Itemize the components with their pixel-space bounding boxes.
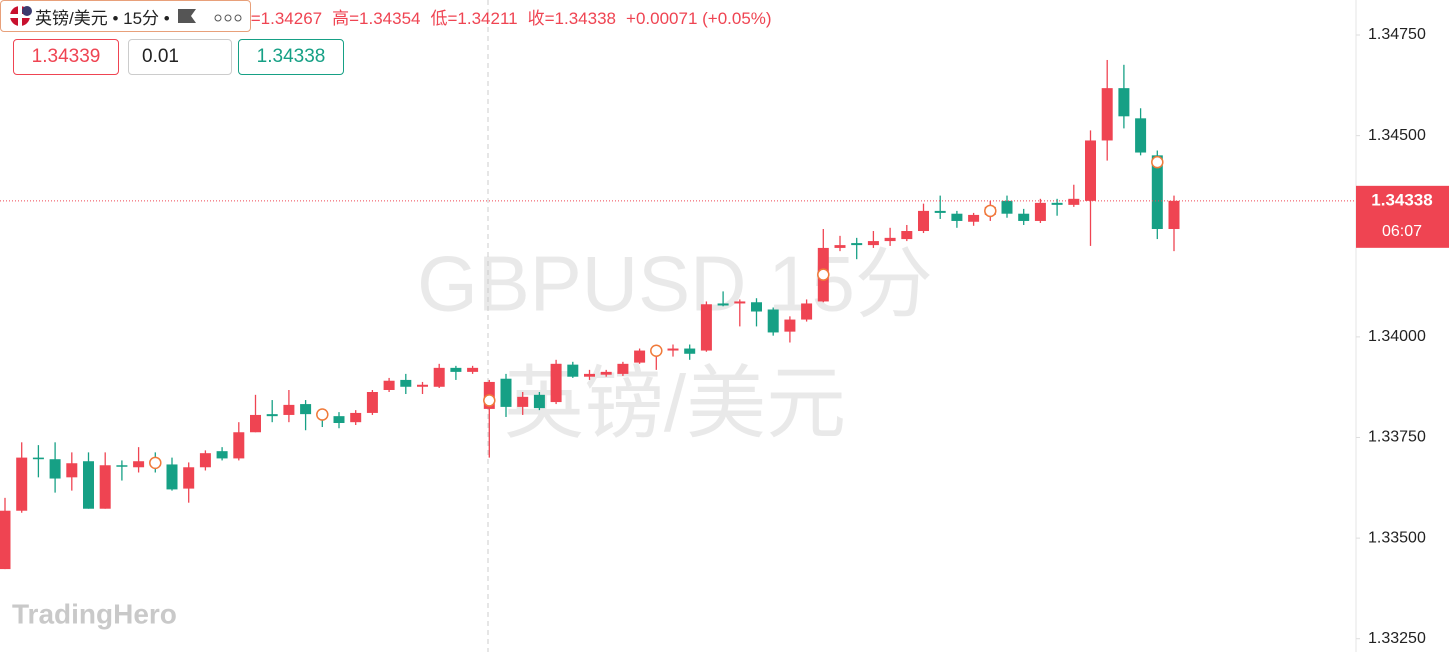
watermark: GBPUSD 15分	[417, 240, 933, 328]
candle-body	[1051, 202, 1063, 205]
candle-body	[784, 319, 796, 332]
candle-body	[400, 379, 412, 387]
candle-body	[1135, 118, 1147, 153]
candle-body	[1101, 88, 1113, 141]
candle-body	[533, 394, 545, 409]
y-tick-label: 1.34750	[1368, 26, 1426, 43]
countdown: 06:07	[1382, 223, 1422, 240]
event-marker	[149, 456, 162, 470]
candle-body	[901, 231, 913, 240]
candle-body	[116, 465, 128, 467]
candle-body	[199, 453, 211, 468]
candle-body	[1168, 200, 1180, 230]
candle-body	[517, 396, 529, 407]
candle-body	[266, 414, 278, 417]
y-tick-label: 1.34000	[1368, 328, 1426, 345]
y-tick-label: 1.33250	[1368, 630, 1426, 647]
candle-body	[634, 350, 646, 363]
candle-body	[66, 463, 78, 478]
price-tag-label: 1.34338	[1371, 190, 1432, 209]
candle-body	[16, 457, 28, 511]
event-marker	[817, 268, 830, 281]
candle-body	[584, 373, 595, 377]
sell-button[interactable]: 1.34339	[13, 39, 119, 75]
candle-body	[300, 404, 312, 415]
flag-icon	[10, 6, 32, 26]
candle-body	[867, 241, 879, 246]
candle-body	[600, 371, 612, 375]
candle-body	[968, 214, 980, 222]
candle-body	[83, 461, 94, 509]
candle-body	[751, 302, 762, 312]
y-tick-label: 1.33750	[1368, 429, 1426, 446]
candle-body	[283, 404, 295, 415]
candle-body	[333, 416, 345, 423]
candle-body	[767, 309, 779, 333]
y-tick-label: 1.34500	[1368, 127, 1426, 144]
event-marker	[316, 408, 329, 421]
lot-input[interactable]: 0.01	[128, 39, 232, 75]
candle-body	[851, 243, 863, 246]
candle-body	[233, 432, 245, 459]
y-tick-label: 1.33500	[1368, 529, 1426, 546]
candle-body	[567, 364, 579, 377]
candle-body	[700, 304, 712, 351]
info-item: 收=1.34338	[527, 8, 617, 28]
event-marker	[483, 394, 496, 407]
candle-body	[433, 367, 445, 387]
candle-body	[1068, 198, 1080, 205]
event-marker	[1151, 155, 1164, 169]
candle-body	[49, 459, 61, 479]
candle-body	[684, 348, 696, 354]
candle-body	[32, 457, 44, 460]
brand-logo: TradingHero	[12, 598, 177, 629]
candle-body	[450, 367, 462, 372]
candle-body	[0, 510, 11, 570]
header: 英镑/美元 • 15分 • =1.34267 高=1.34354 低=1.34211…	[0, 0, 782, 32]
ohlc-info: =1.34267 高=1.34354 低=1.34211 收=1.34338 +0.00…	[251, 4, 782, 29]
symbol-box[interactable]: 英镑/美元 • 15分 •	[0, 0, 251, 32]
info-item: +0.00071 (+0.05%)	[626, 8, 772, 28]
candle-body	[884, 237, 896, 242]
icons	[177, 9, 242, 23]
candle-body	[250, 414, 261, 433]
candle-body	[734, 301, 746, 304]
candle-body	[366, 392, 378, 413]
info-item: =1.34267	[250, 8, 323, 28]
candle-body	[617, 363, 629, 374]
candle-body	[383, 380, 395, 390]
price-tag	[1356, 185, 1449, 248]
candle-body	[918, 210, 929, 232]
candle-body	[934, 210, 946, 213]
candle-body	[417, 384, 428, 387]
event-marker	[984, 204, 997, 218]
candle-body	[1085, 140, 1096, 201]
symbol: 英镑/美元 • 15分 •	[35, 8, 170, 28]
candle-body	[1034, 202, 1046, 221]
candle-body	[717, 303, 729, 306]
candle-body	[1001, 200, 1013, 214]
buy-button[interactable]: 1.34338	[238, 39, 344, 75]
candle-body	[467, 367, 479, 372]
candle-body	[500, 378, 512, 407]
candle-body	[801, 303, 813, 320]
candle-body	[216, 451, 228, 459]
candle-body	[166, 464, 178, 490]
candle-body	[1018, 213, 1030, 221]
info-item: 低=1.34211	[430, 8, 518, 28]
candle-body	[133, 461, 145, 468]
candle-body	[99, 465, 111, 509]
candle-body	[1151, 155, 1163, 230]
candle-body	[183, 467, 195, 489]
candle-body	[550, 363, 562, 403]
info-item: 高=1.34354	[332, 8, 421, 28]
candle-body	[350, 412, 362, 423]
candle-body	[1118, 88, 1130, 117]
event-marker	[650, 344, 663, 358]
candle-body	[834, 245, 846, 248]
candle-body	[951, 213, 963, 221]
candle-body	[667, 348, 679, 351]
